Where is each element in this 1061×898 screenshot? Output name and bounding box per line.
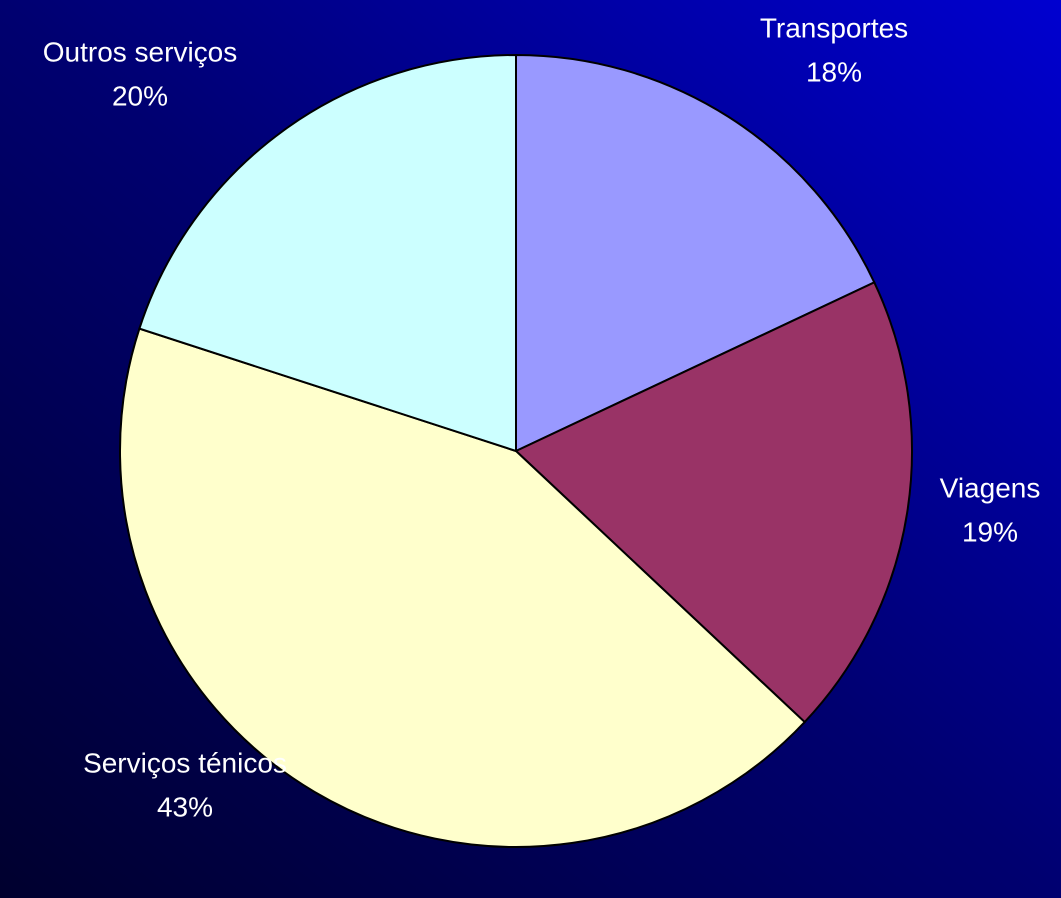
pie-slice	[514, 281, 913, 724]
pie-slice	[119, 327, 807, 848]
slice-label: Transportes	[760, 12, 908, 43]
pie-slice	[138, 53, 517, 453]
slice-value-label: 20%	[112, 80, 168, 111]
slice-label: Viagens	[940, 472, 1041, 503]
slice-label: Outros serviços	[43, 36, 238, 67]
pie-slice	[515, 53, 876, 453]
slice-label: Serviços ténicos	[83, 747, 287, 778]
slice-value-label: 43%	[157, 791, 213, 822]
slice-value-label: 19%	[962, 516, 1018, 547]
slice-value-label: 18%	[806, 56, 862, 87]
